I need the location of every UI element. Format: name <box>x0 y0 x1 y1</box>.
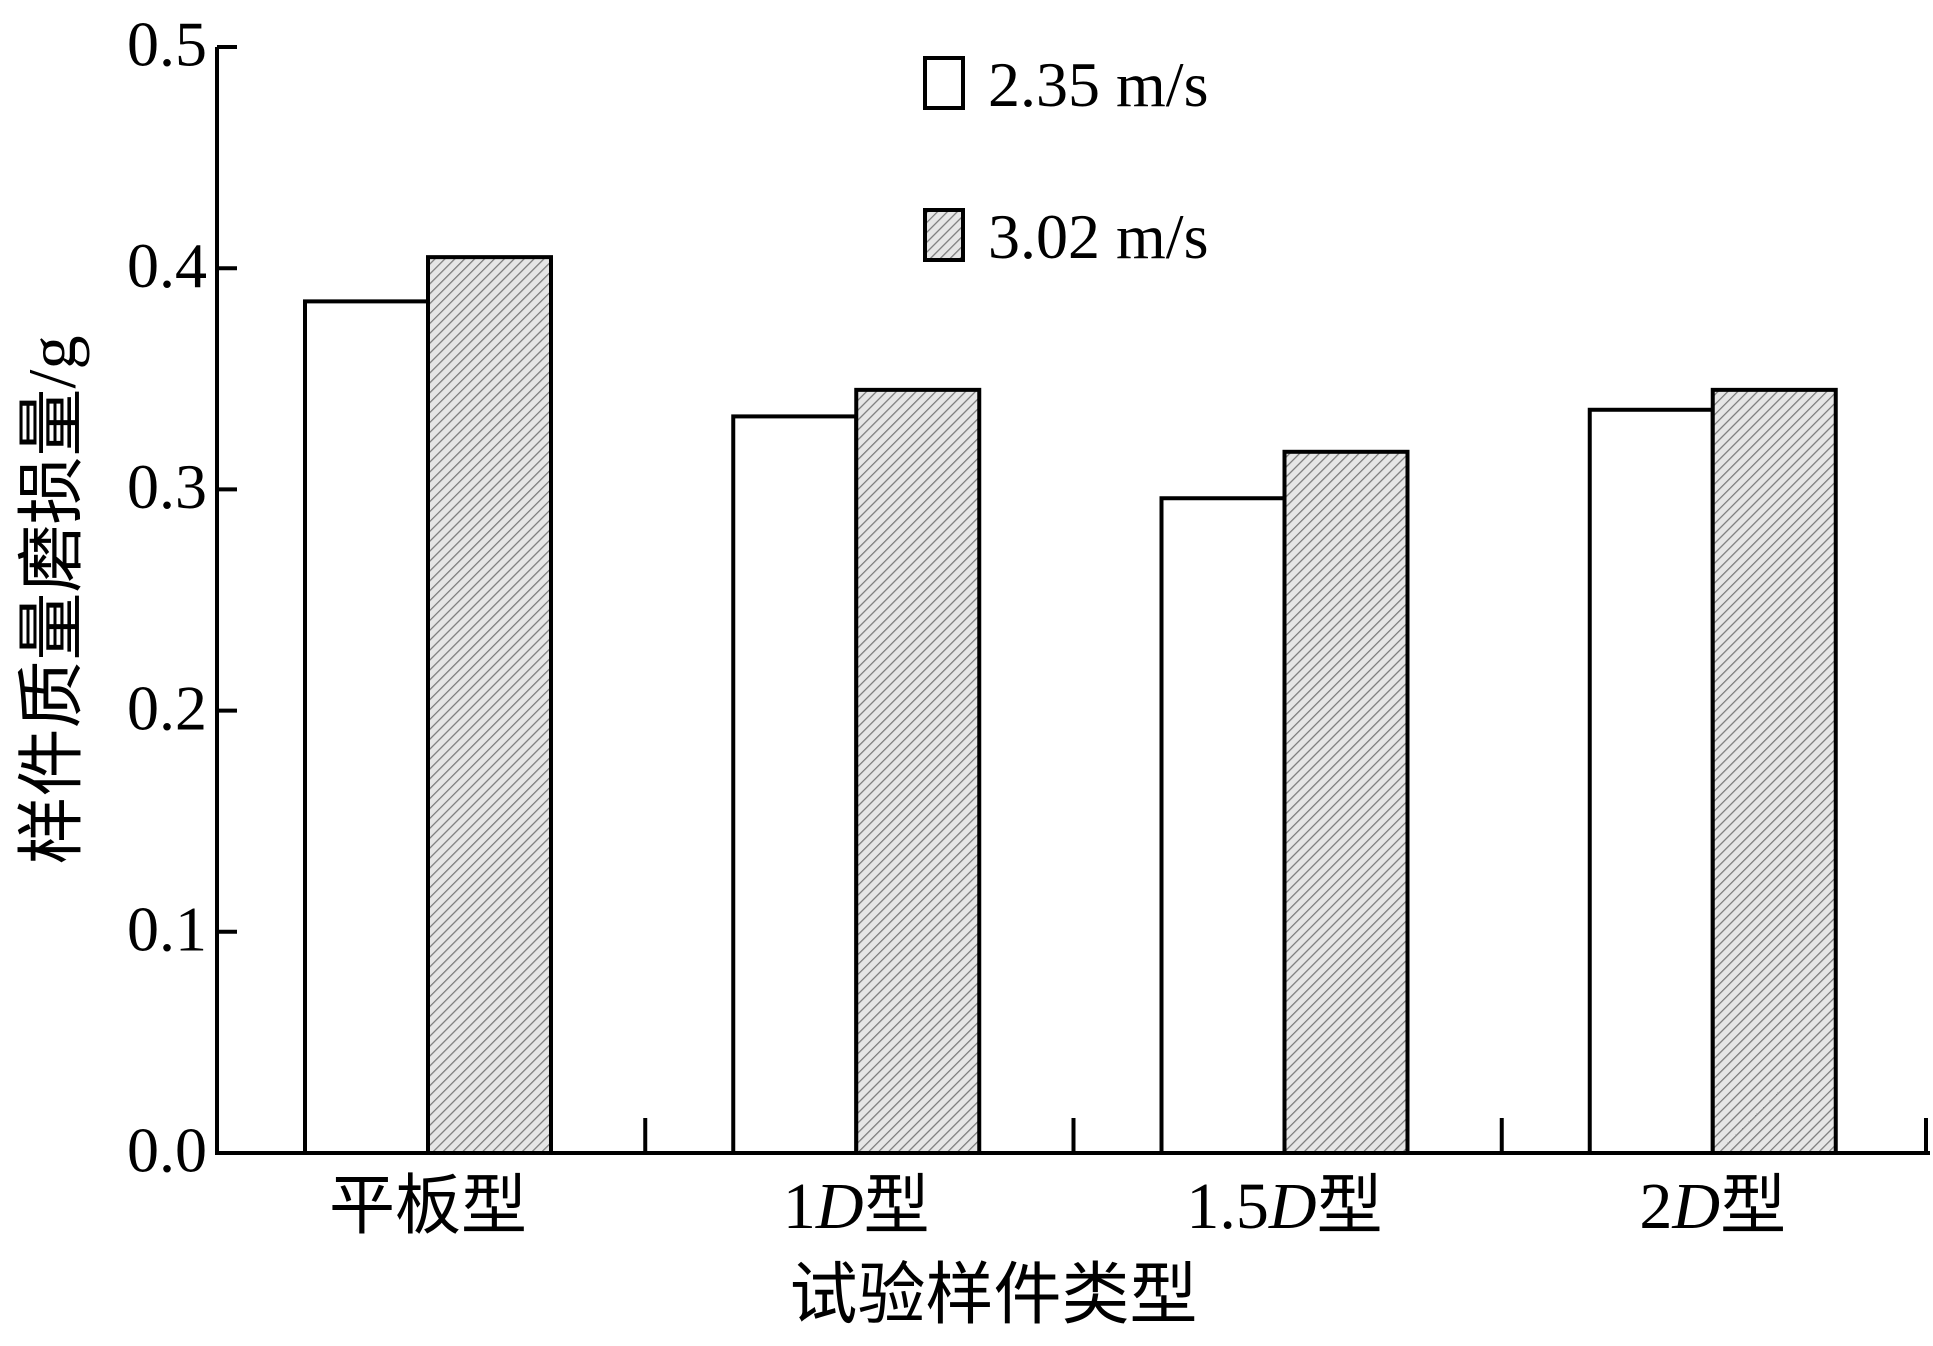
y-tick-label: 0.2 <box>127 672 207 743</box>
legend-label: 3.02 m/s <box>988 201 1208 272</box>
bar-series-1-1 <box>303 299 430 1155</box>
legend: 2.35 m/s 3.02 m/s <box>923 49 1208 272</box>
legend-swatch <box>923 56 965 110</box>
y-tick-label: 0.4 <box>127 230 207 301</box>
x-axis-title: 试验样件类型 <box>789 1257 1197 1333</box>
bar-series-2-2 <box>854 387 982 1155</box>
legend-label: 2.35 m/s <box>988 49 1208 120</box>
bar-series-2-1 <box>426 255 553 1155</box>
bars-group <box>303 255 1838 1155</box>
y-axis-title: 样件质量磨损量/g <box>14 336 90 865</box>
y-tick-label: 0.5 <box>127 9 207 80</box>
y-tick-label: 0.3 <box>127 451 207 522</box>
bar-series-1-2 <box>731 414 859 1155</box>
y-tick-label: 0.1 <box>127 893 207 964</box>
bar-series-1-3 <box>1159 496 1287 1155</box>
x-tick-label: 平板型 <box>329 1170 527 1243</box>
x-tick-label: 1.5D型 <box>1186 1170 1382 1243</box>
y-tick-label: 0.0 <box>127 1115 207 1186</box>
bar-series-2-4 <box>1710 387 1838 1155</box>
x-tick-label: 1D型 <box>783 1170 930 1243</box>
bar-series-2-3 <box>1282 449 1410 1155</box>
x-tick-label: 2D型 <box>1639 1170 1786 1243</box>
bar-series-1-4 <box>1587 407 1715 1155</box>
legend-swatch <box>923 208 965 262</box>
